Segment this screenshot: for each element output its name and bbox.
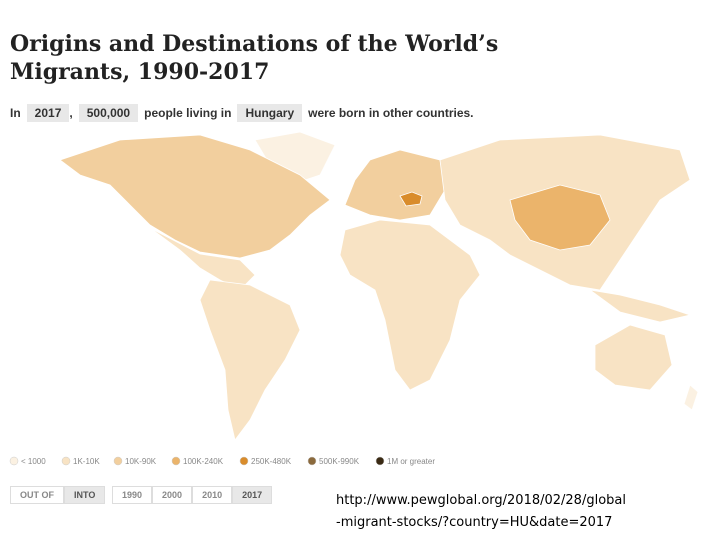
toggle-button[interactable]: OUT OF [10,486,64,504]
country-select[interactable]: Hungary [237,104,303,122]
direction-toggle: OUT OF INTO [10,486,106,504]
legend-label: 1K-10K [73,457,100,466]
caption-line: -migrant-stocks/?country=HU&date=2017 [336,515,613,530]
north-america [59,134,331,259]
caption: http://www.pewglobal.org/2018/02/28/glob… [336,490,626,534]
australia [594,324,673,391]
toggle-button[interactable]: INTO [64,486,106,504]
text: people living in [144,106,232,120]
legend-label: 100K-240K [183,457,224,466]
legend-swatch [171,456,181,466]
legend-label: 10K-90K [125,457,157,466]
south-america [199,279,301,441]
year-button[interactable]: 2017 [232,486,273,504]
text: , [69,106,73,120]
legend-label: 250K-480K [251,457,292,466]
year-button[interactable]: 1990 [112,486,153,504]
year-select[interactable]: 2017 [26,104,70,122]
sentence: In 2017 , 500,000 people living in Hunga… [10,104,474,122]
text: In [10,106,21,120]
year-button[interactable]: 2010 [192,486,233,504]
legend-swatch [9,456,19,466]
title-line: Origins and Destinations of the World’s [10,31,499,57]
caption-line: http://www.pewglobal.org/2018/02/28/glob… [336,493,626,508]
legend-swatch [375,456,385,466]
title-line: Migrants, 1990-2017 [10,59,270,85]
count: 500,000 [78,104,139,122]
text: were born in other countries. [308,106,474,120]
hungary[interactable] [399,191,423,207]
europe [344,149,446,221]
africa [339,219,481,391]
legend-swatch [61,456,71,466]
title: Origins and Destinations of the World’s … [10,30,498,86]
legend-swatch [239,456,249,466]
year-button[interactable]: 2000 [152,486,193,504]
china [509,184,611,251]
southeast-asia [589,289,692,323]
legend-label: 500K-990K [319,457,360,466]
legend-label: 1M or greater [387,457,435,466]
legend: < 1000 1K-10K 10K-90K 100K-240K 250K-480K 500… [9,456,435,466]
new-zealand [683,384,699,411]
year-toggle: 1990 2000 2010 2017 [112,486,273,504]
legend-swatch [307,456,317,466]
legend-swatch [113,456,123,466]
legend-label: < 1000 [21,457,46,466]
